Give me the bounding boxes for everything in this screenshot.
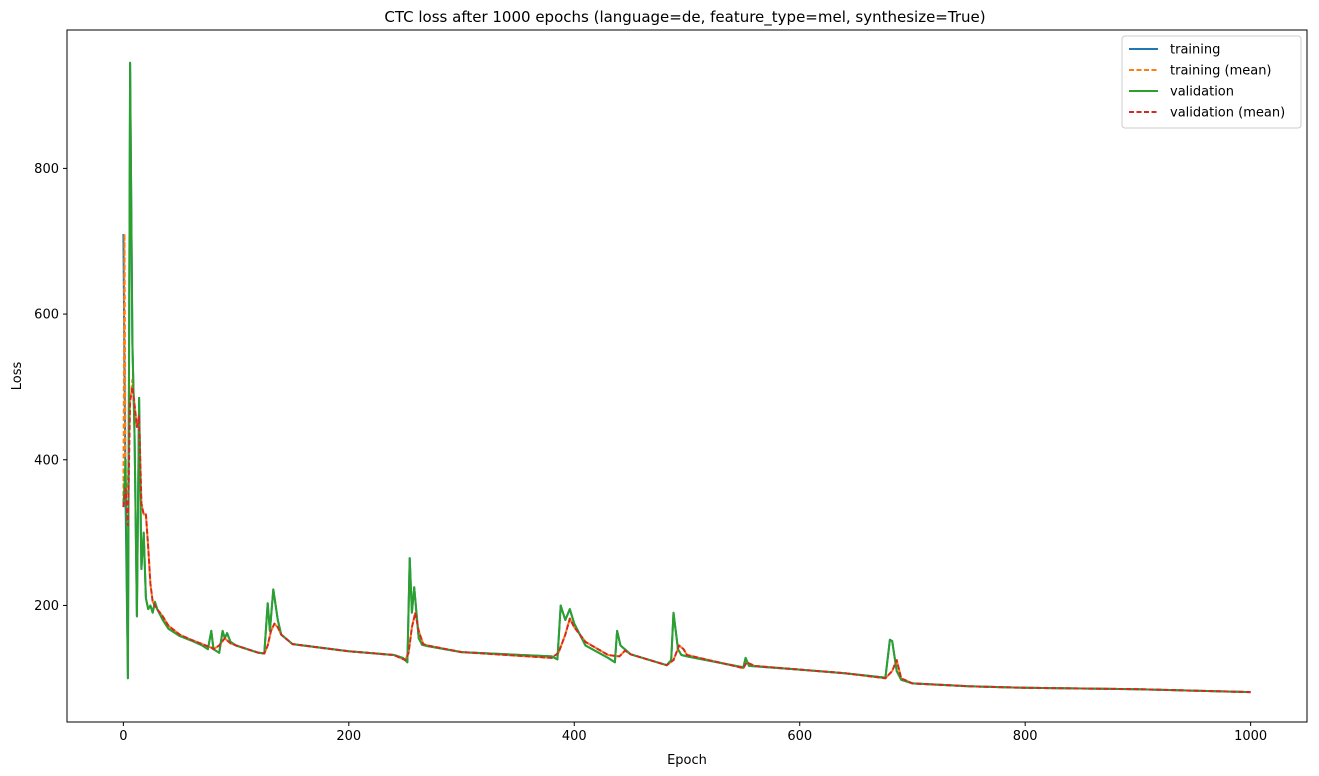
chart-title: CTC loss after 1000 epochs (language=de,…: [384, 8, 985, 27]
legend-label: validation (mean): [1170, 106, 1285, 121]
y-axis-label: Loss: [10, 362, 25, 391]
legend: training training (mean) validation validat…: [1121, 35, 1302, 129]
y-tick-label: 400: [34, 453, 59, 468]
legend-box: [1121, 35, 1302, 129]
plot-frame: [66, 29, 1308, 723]
y-axis-ticks: 200 400 600 800: [34, 162, 67, 614]
series-line-3: [122, 385, 1251, 694]
y-tick-label: 800: [34, 162, 59, 177]
x-tick-label: 200: [336, 729, 361, 744]
series-layer: [122, 61, 1251, 694]
legend-label: training (mean): [1170, 64, 1272, 79]
y-tick-label: 200: [34, 599, 59, 614]
x-tick-label: 600: [787, 729, 812, 744]
x-axis-ticks: 0 200 400 600 800 1000: [119, 722, 1267, 744]
legend-label: training: [1170, 43, 1220, 58]
y-tick-label: 600: [34, 308, 59, 323]
x-tick-label: 800: [1013, 729, 1038, 744]
x-tick-label: 1000: [1234, 729, 1267, 744]
legend-label: validation: [1170, 85, 1234, 100]
x-tick-label: 400: [562, 729, 587, 744]
x-axis-label: Epoch: [667, 753, 707, 768]
x-tick-label: 0: [119, 729, 127, 744]
